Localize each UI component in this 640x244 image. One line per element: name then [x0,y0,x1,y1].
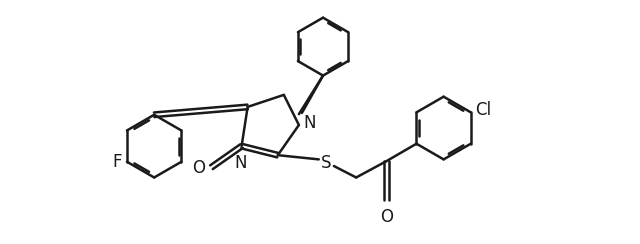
Text: O: O [380,208,393,226]
Text: F: F [113,153,122,171]
Text: N: N [234,154,246,172]
Text: O: O [193,159,205,177]
Text: N: N [303,114,316,132]
Text: Cl: Cl [476,101,492,119]
Text: S: S [321,154,332,172]
